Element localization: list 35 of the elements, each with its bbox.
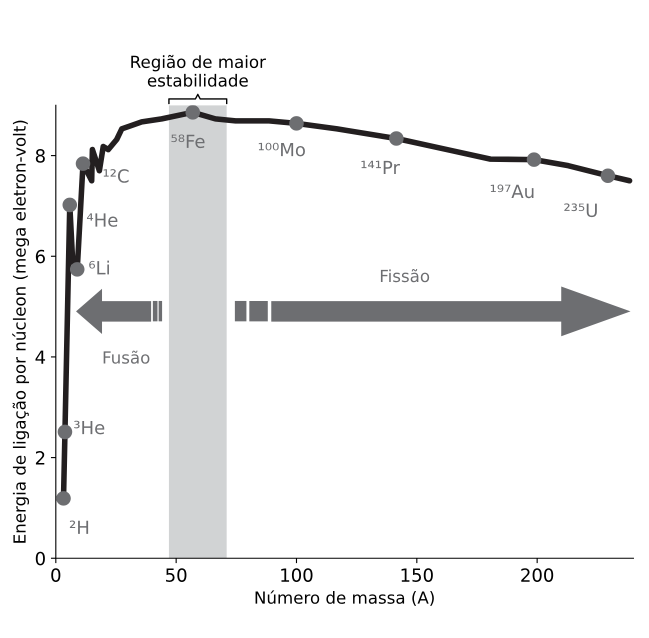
annotation: ⁴He bbox=[86, 213, 118, 227]
y-tick-label: 0 bbox=[36, 552, 45, 566]
x-tick-label: 200 bbox=[521, 568, 554, 582]
annotation: ²H bbox=[70, 520, 88, 534]
y-tick-label: 2 bbox=[36, 451, 44, 464]
x-tick-label: 100 bbox=[281, 568, 313, 582]
point bbox=[58, 424, 72, 440]
annotation: ⁵⁸Fe bbox=[171, 134, 205, 148]
annotation: Fusão bbox=[104, 350, 150, 364]
annotation: ³He bbox=[74, 420, 104, 434]
point bbox=[62, 198, 78, 212]
x-tick-label: 0 bbox=[51, 568, 60, 582]
annotation: ¹⁴¹Pr bbox=[361, 160, 400, 174]
annotation: ⁶Li bbox=[89, 260, 109, 274]
annotation: ¹⁹⁷Au bbox=[490, 184, 534, 198]
point bbox=[526, 152, 542, 167]
annotation: ²³⁵U bbox=[564, 203, 597, 218]
annotation: ¹⁰⁰Mo bbox=[258, 142, 305, 156]
point bbox=[56, 491, 71, 506]
band-label: Região de maior estabilidade bbox=[131, 54, 266, 87]
x-axis-title: Número de massa (A) bbox=[256, 590, 434, 606]
y-tick-label: 4 bbox=[35, 350, 46, 364]
x-tick-label: 50 bbox=[166, 568, 186, 582]
y-tick-label: 8 bbox=[36, 149, 45, 163]
point bbox=[389, 131, 404, 146]
point bbox=[185, 105, 200, 120]
y-axis-title: Energia de ligação por núcleon (mega eletron-volt) bbox=[12, 120, 30, 543]
x-tick-label: 150 bbox=[402, 568, 433, 582]
point bbox=[76, 156, 90, 171]
point bbox=[289, 116, 304, 131]
point bbox=[600, 168, 616, 184]
annotation: Fissão bbox=[380, 269, 430, 282]
annotation: ¹²C bbox=[104, 169, 129, 183]
point bbox=[70, 262, 85, 277]
y-tick-label: 6 bbox=[36, 250, 45, 264]
